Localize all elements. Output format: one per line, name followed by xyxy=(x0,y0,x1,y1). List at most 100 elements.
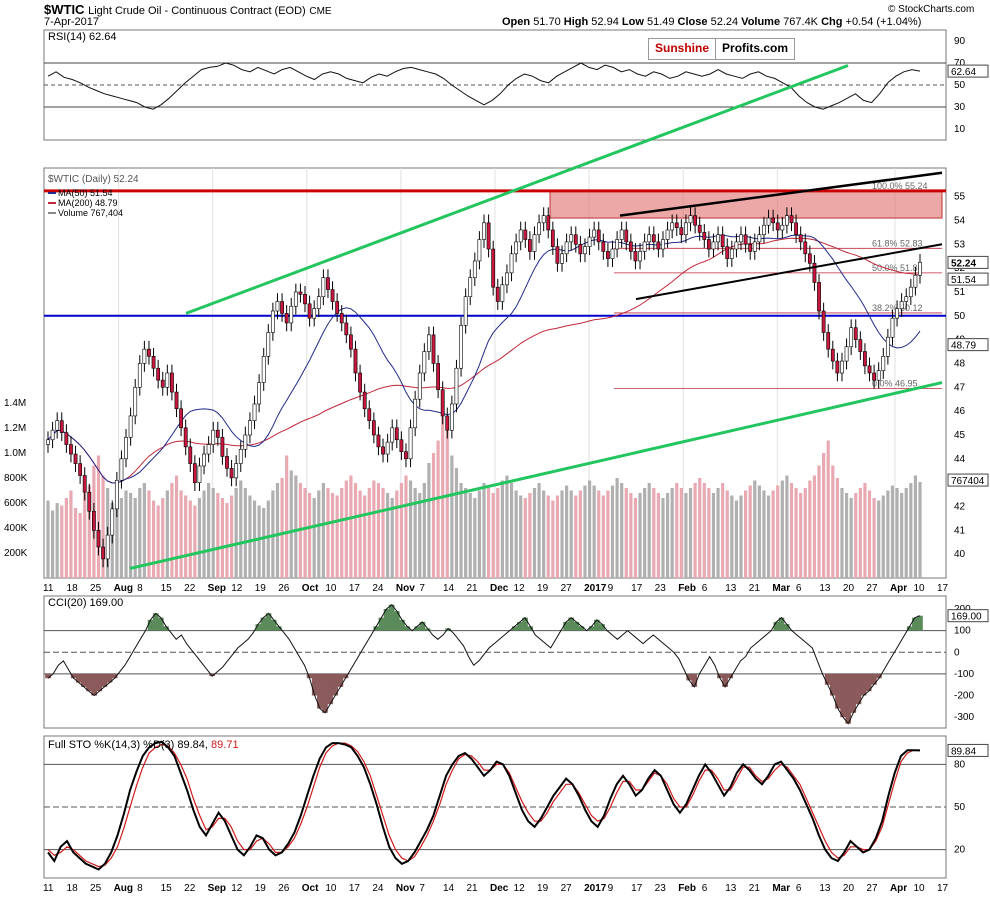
stoch-tick-label: 80 xyxy=(954,759,966,770)
candle-body xyxy=(82,475,87,493)
x-axis-label: 12 xyxy=(514,583,526,594)
candle-body xyxy=(280,301,284,314)
candle-body xyxy=(261,356,266,383)
cci-oversold-fill xyxy=(327,673,333,705)
volume-bar xyxy=(881,495,885,578)
candle-body xyxy=(651,234,656,243)
candle-body xyxy=(124,437,128,460)
x-axis-label: 23 xyxy=(655,883,667,894)
candle-body xyxy=(229,468,234,479)
volume-bar xyxy=(289,470,293,578)
candle-body xyxy=(688,215,693,224)
volume-bar xyxy=(711,493,716,578)
volume-bar xyxy=(757,485,761,578)
candle-body xyxy=(619,229,624,240)
candle-body xyxy=(913,274,918,288)
candle-body xyxy=(133,387,138,417)
candle-body xyxy=(628,241,633,252)
candle-body xyxy=(160,379,165,388)
volume-bar xyxy=(707,488,711,578)
x-axis-label: 15 xyxy=(161,883,173,894)
cci-value-box xyxy=(947,609,989,623)
x-axis-label: 2017 xyxy=(584,583,607,594)
candle-body xyxy=(505,272,509,286)
volume-bar xyxy=(422,483,426,578)
candle-body xyxy=(101,546,105,560)
candle-body xyxy=(638,251,642,262)
x-axis-label: 6 xyxy=(796,583,802,594)
volume-bar xyxy=(578,490,582,578)
volume-bar xyxy=(248,495,252,578)
cci-overbought-fill xyxy=(383,608,390,631)
candle-body xyxy=(385,441,390,455)
candle-body xyxy=(826,332,831,350)
volume-bar xyxy=(390,498,394,578)
candle-body xyxy=(399,439,404,452)
volume-bar xyxy=(500,480,504,578)
fib-label: 100.0% 55.24 xyxy=(872,181,928,191)
volume-bar xyxy=(161,498,165,578)
x-axis-label: 13 xyxy=(725,883,737,894)
volume-bar xyxy=(142,483,146,578)
volume-bar xyxy=(280,478,284,578)
cci-oversold-fill xyxy=(101,673,108,687)
candle-body xyxy=(179,408,183,429)
candle-body xyxy=(674,222,679,228)
volume-bar xyxy=(496,488,500,578)
candle-body xyxy=(472,260,477,278)
x-axis-label: 17 xyxy=(631,583,643,594)
cci-oversold-fill xyxy=(824,673,831,685)
candle-body xyxy=(587,236,592,247)
volume-bar xyxy=(565,485,569,578)
candle-body xyxy=(748,243,753,252)
rsi-value-box xyxy=(947,64,989,78)
candle-body xyxy=(693,215,698,226)
candle-body xyxy=(78,463,83,476)
x-axis-label: 19 xyxy=(255,583,267,594)
x-axis-label: Sep xyxy=(208,583,226,594)
x-axis-label: 13 xyxy=(819,883,831,894)
candle-body xyxy=(798,234,803,243)
candle-body xyxy=(156,367,161,381)
price-tick-label: 40 xyxy=(954,549,966,560)
candle-body xyxy=(312,308,317,319)
candle-body xyxy=(550,229,555,247)
candle-body xyxy=(238,448,243,464)
candle-body xyxy=(560,253,564,264)
candle-body xyxy=(592,229,597,238)
cci-overbought-fill xyxy=(445,628,451,631)
candle-body xyxy=(188,446,193,464)
volume-bar xyxy=(408,480,413,578)
x-axis-label: Dec xyxy=(490,883,509,894)
x-axis-label: 7 xyxy=(419,583,425,594)
volume-bar xyxy=(909,483,913,578)
candle-body xyxy=(417,372,422,400)
candle-body xyxy=(757,234,762,243)
volume-bar xyxy=(473,498,477,578)
symbol: $WTIC xyxy=(44,2,85,17)
candle-body xyxy=(849,327,854,348)
x-axis-label: 10 xyxy=(325,883,337,894)
cci-overbought-fill xyxy=(522,617,528,631)
candle-body xyxy=(514,241,519,255)
volume-bar xyxy=(340,488,344,578)
x-axis-label: 24 xyxy=(372,583,384,594)
candle-body xyxy=(316,296,321,309)
candle-body xyxy=(656,241,661,250)
cci-oversold-fill xyxy=(727,673,734,679)
candle-body xyxy=(885,336,890,357)
volume-bar xyxy=(574,495,578,578)
x-axis-label: 21 xyxy=(466,583,478,594)
channel-lower-line xyxy=(635,243,943,301)
volume-bar xyxy=(698,478,702,578)
chart-title: $WTIC Light Crude Oil - Continuous Contr… xyxy=(44,2,332,17)
fib-label: 0.0% 46.95 xyxy=(872,378,918,388)
x-axis-label: Apr xyxy=(890,883,907,894)
volume-bar xyxy=(867,490,872,578)
volume-bar xyxy=(266,500,270,578)
cci-overbought-fill xyxy=(158,617,164,631)
cci-title: CCI(20) 169.00 xyxy=(48,597,123,609)
candle-body xyxy=(362,391,367,410)
x-axis-label: 24 xyxy=(372,883,384,894)
